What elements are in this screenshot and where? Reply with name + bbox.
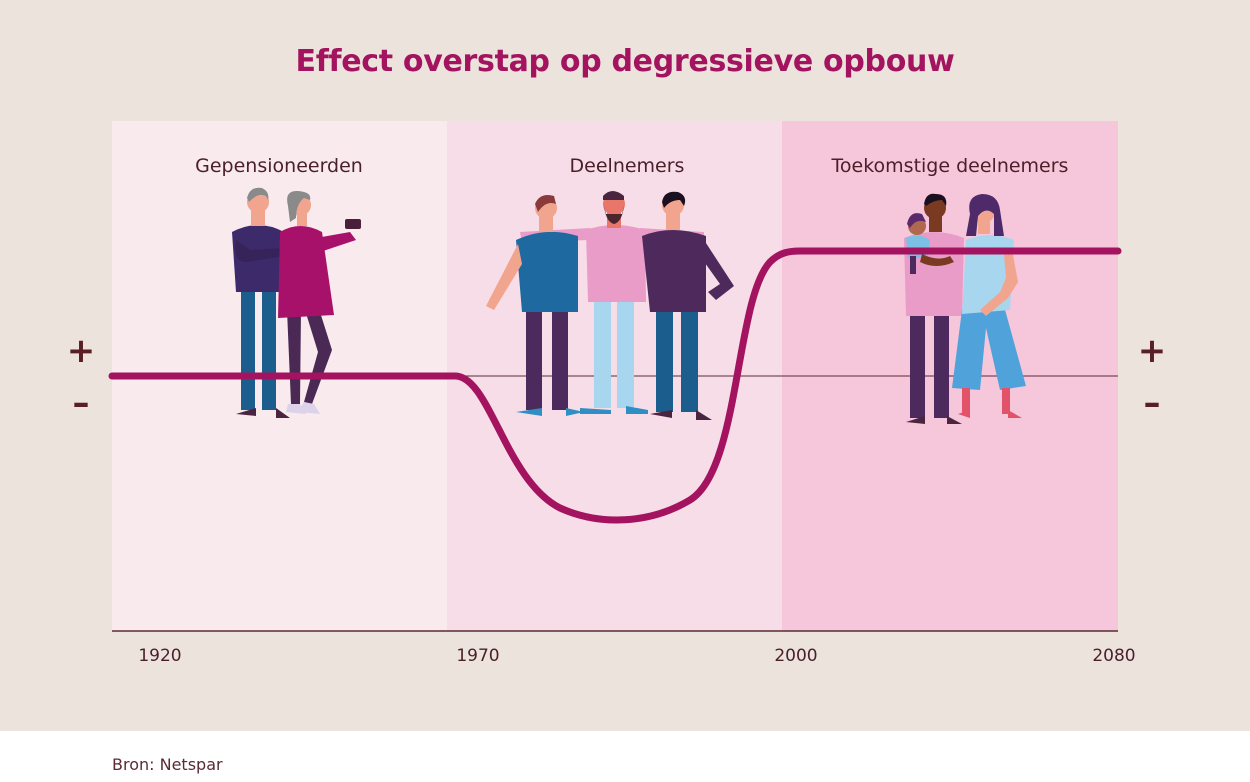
zone-label-deelnemers: Deelnemers <box>570 155 685 177</box>
tick-label-2000: 2000 <box>774 646 817 666</box>
plus-sign-right: + <box>1138 331 1167 371</box>
zone-label-toekomstige-deelnemers: Toekomstige deelnemers <box>831 155 1069 177</box>
participant-left-figure <box>486 195 584 416</box>
tick-label-2080: 2080 <box>1092 646 1135 666</box>
retired-man-figure <box>232 187 290 418</box>
gepensioneerden-figures <box>232 187 361 418</box>
diagram-canvas: Gepensioneerden Deelnemers Toekomstige d… <box>67 121 1167 666</box>
source-note: Bron: Netspar <box>112 755 223 774</box>
future-woman-figure <box>952 194 1026 418</box>
zone-label-gepensioneerden: Gepensioneerden <box>195 155 363 177</box>
minus-sign-left: – <box>73 383 90 423</box>
effect-curve <box>108 247 1122 524</box>
retired-woman-figure <box>278 190 361 414</box>
plus-sign-left: + <box>67 331 96 371</box>
deelnemers-figures <box>486 191 734 420</box>
participant-right-figure <box>642 191 734 420</box>
minus-sign-right: – <box>1144 383 1161 423</box>
tick-label-1970: 1970 <box>456 646 499 666</box>
page-title: Effect overstap op degressieve opbouw <box>295 44 955 79</box>
tick-label-1920: 1920 <box>138 646 181 666</box>
